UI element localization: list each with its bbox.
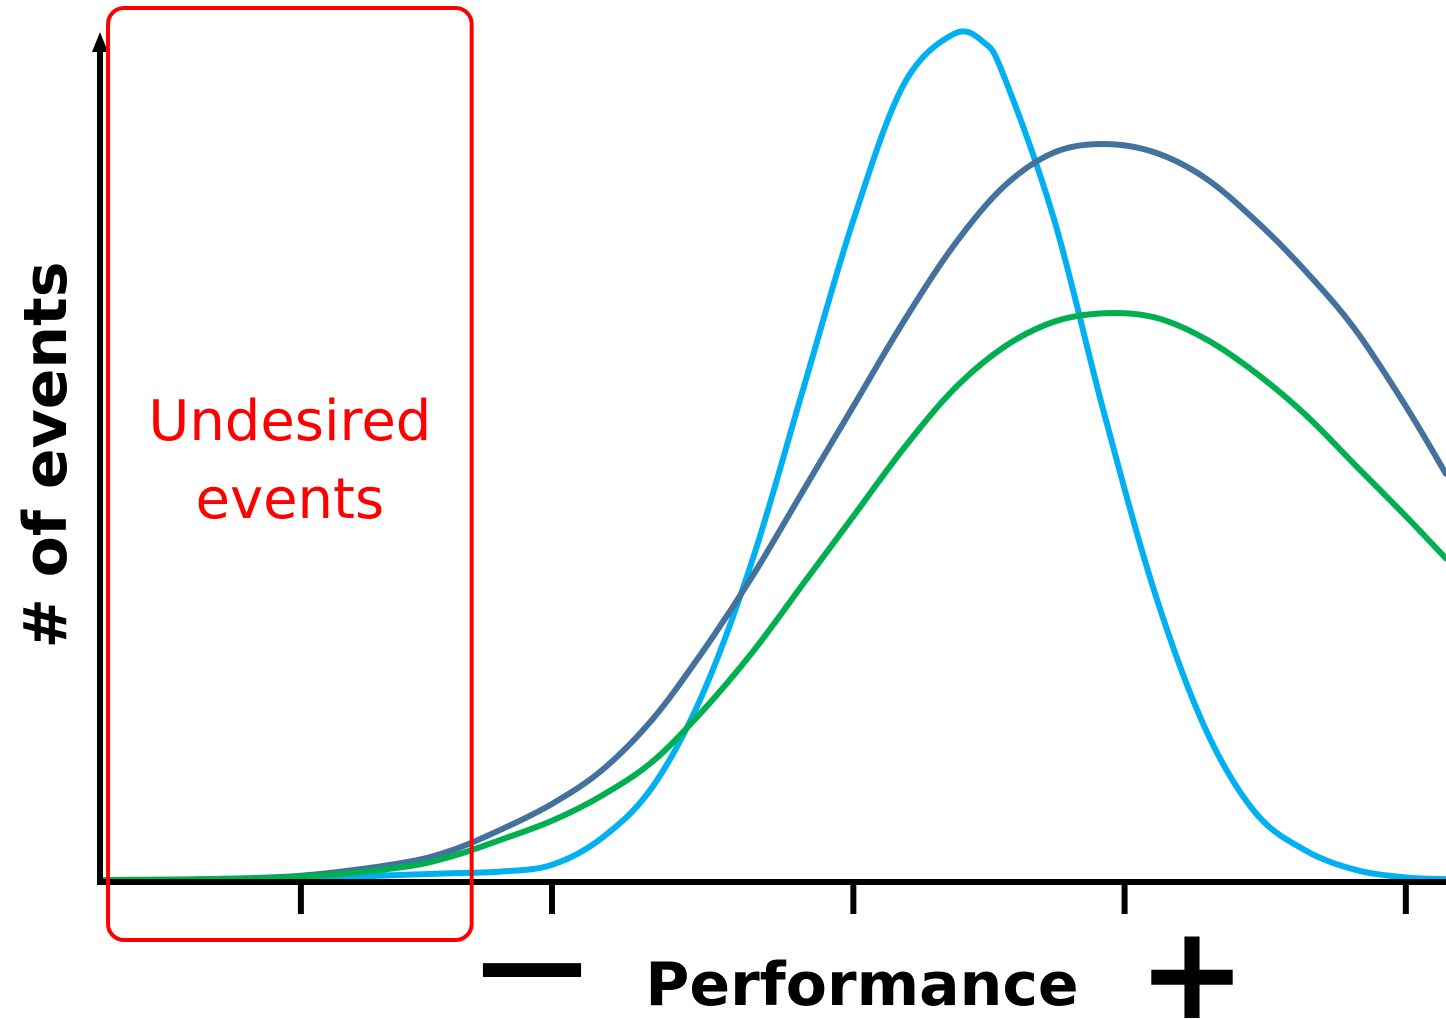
y-axis-title: # of events xyxy=(11,262,81,649)
undesired-events-label: events xyxy=(196,467,385,532)
series-3-line xyxy=(97,309,1446,883)
y-axis-arrowhead xyxy=(92,32,108,52)
plus-label: + xyxy=(1138,897,1247,1020)
series-2-line xyxy=(97,141,1446,883)
curves-layer xyxy=(97,28,1446,884)
undesired-events-annotation: Undesired events xyxy=(106,6,474,942)
labels-layer: # of events Performance — + xyxy=(11,262,1246,1020)
x-axis-title: Performance xyxy=(645,950,1078,1020)
axes-layer xyxy=(92,32,1446,914)
minus-label: — xyxy=(477,898,587,1020)
series-1-line xyxy=(97,28,1446,884)
undesired-events-label: Undesired xyxy=(148,389,431,454)
undesired-events-box xyxy=(106,6,474,942)
